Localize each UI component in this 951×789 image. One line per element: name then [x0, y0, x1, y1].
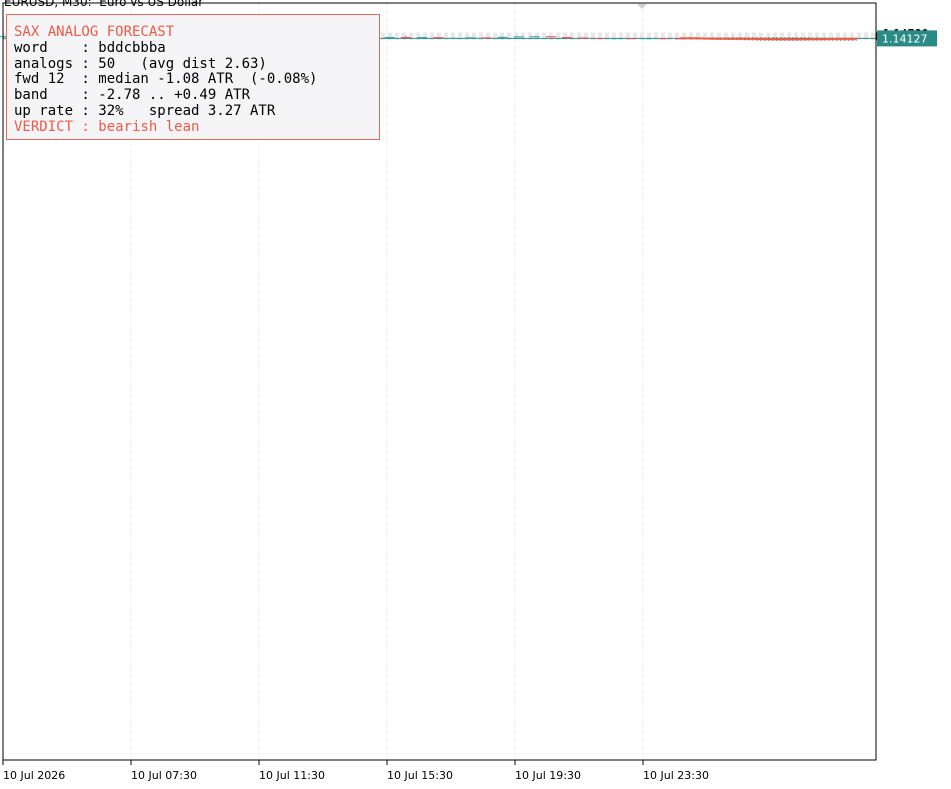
forecast-title: SAX ANALOG FORECAST	[14, 24, 175, 40]
current-price-tag: 1.14127	[877, 30, 937, 47]
time-axis: 10 Jul 2026 10 Jul 07:30 10 Jul 11:30 10 Ju…	[2, 760, 709, 782]
time-tick-label: 10 Jul 11:30	[259, 769, 325, 782]
time-tick-label: 10 Jul 07:30	[131, 769, 197, 782]
candle-body	[513, 36, 524, 38]
forecast-median	[679, 37, 857, 41]
candle-body	[449, 37, 460, 39]
forecast-analogs: analogs : 50 (avg dist 2.63)	[14, 55, 267, 72]
time-tick-label: 10 Jul 19:30	[515, 769, 581, 782]
candle-body	[0, 36, 9, 38]
candle-body	[401, 36, 411, 38]
forecast-word: word : bddcbbba	[14, 39, 166, 56]
candle-body	[594, 38, 605, 40]
forecast-median-line	[679, 37, 857, 41]
chart-symbol-title: EURUSD, M30: Euro vs US Dollar	[4, 0, 204, 9]
scroll-marker-icon[interactable]	[637, 4, 647, 9]
candle-body	[417, 37, 428, 39]
forecast-fwd: fwd 12 : median -1.08 ATR (-0.08%)	[14, 71, 318, 88]
forecast-panel: SAX ANALOG FORECAST word : bddcbbba anal…	[6, 14, 380, 140]
candle-body	[384, 36, 395, 38]
time-tick-label: 10 Jul 23:30	[643, 769, 709, 782]
candle-body	[497, 36, 508, 38]
candle-body	[626, 38, 637, 40]
candle-body	[658, 38, 669, 40]
candle-body	[545, 36, 556, 38]
candle-body	[465, 37, 476, 39]
candle-body	[433, 37, 444, 39]
forecast-band-text: band : -2.78 .. +0.49 ATR	[14, 87, 251, 104]
time-tick-label: 10 Jul 2026	[3, 769, 65, 782]
candle-body	[562, 37, 572, 39]
candle-body	[481, 37, 492, 39]
candle-body	[642, 38, 653, 40]
candle-body	[578, 37, 589, 39]
forecast-uprate: up rate : 32% spread 3.27 ATR	[14, 102, 276, 119]
forecast-verdict: VERDICT : bearish lean	[14, 118, 200, 135]
current-price-label: 1.14127	[882, 32, 928, 45]
candle-body	[529, 36, 540, 38]
time-tick-label: 10 Jul 15:30	[387, 769, 453, 782]
candle-body	[610, 38, 621, 40]
